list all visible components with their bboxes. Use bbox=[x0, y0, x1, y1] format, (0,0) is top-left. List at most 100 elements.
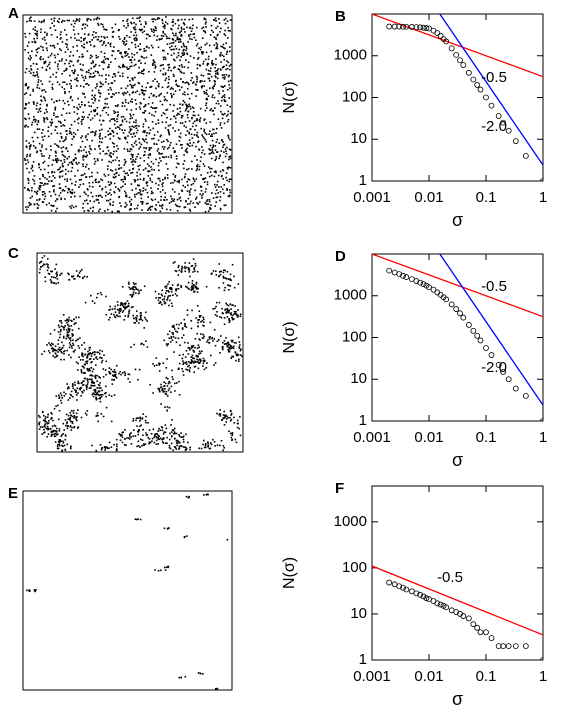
dot bbox=[193, 361, 195, 363]
dot bbox=[73, 111, 76, 113]
dot bbox=[42, 193, 44, 196]
dot bbox=[191, 168, 193, 170]
dot bbox=[155, 182, 157, 185]
dot bbox=[169, 46, 171, 49]
dot bbox=[73, 120, 76, 123]
dot bbox=[209, 130, 211, 132]
dot bbox=[176, 331, 179, 333]
dot bbox=[201, 86, 203, 89]
dot bbox=[151, 102, 154, 104]
dot bbox=[152, 62, 154, 65]
dot bbox=[188, 83, 190, 86]
dot bbox=[62, 188, 64, 191]
dot bbox=[217, 174, 220, 177]
dot bbox=[229, 68, 231, 71]
dot bbox=[149, 86, 151, 88]
dot bbox=[203, 360, 206, 363]
dot bbox=[163, 49, 165, 52]
dot bbox=[53, 190, 55, 193]
dot bbox=[225, 421, 227, 423]
dot bbox=[55, 158, 57, 160]
dot bbox=[53, 433, 56, 435]
dot bbox=[88, 151, 90, 153]
dot bbox=[107, 83, 110, 85]
dot bbox=[131, 125, 133, 128]
dot bbox=[58, 336, 61, 339]
dot bbox=[60, 125, 63, 127]
dot bbox=[109, 316, 111, 319]
slope-label: -0.5 bbox=[481, 69, 507, 86]
y-tick-label: 1 bbox=[359, 412, 367, 429]
dot bbox=[223, 47, 225, 49]
dot bbox=[132, 293, 135, 296]
dot bbox=[197, 321, 199, 324]
dot bbox=[70, 85, 72, 87]
dot bbox=[188, 262, 191, 264]
dot bbox=[59, 333, 61, 336]
dot bbox=[59, 132, 62, 135]
dot bbox=[89, 352, 92, 354]
dot bbox=[181, 178, 183, 181]
dot bbox=[186, 52, 188, 55]
dot bbox=[186, 26, 188, 29]
dot bbox=[185, 361, 188, 363]
dot bbox=[134, 99, 137, 101]
dot bbox=[24, 36, 27, 38]
dot bbox=[95, 178, 97, 181]
dot bbox=[178, 448, 180, 450]
dot bbox=[64, 178, 66, 181]
dot bbox=[65, 68, 68, 71]
dot bbox=[96, 393, 99, 396]
dot bbox=[51, 118, 53, 121]
dot bbox=[171, 376, 174, 378]
dot bbox=[63, 81, 66, 83]
dot bbox=[141, 31, 144, 34]
dot bbox=[56, 198, 58, 200]
dot bbox=[179, 107, 181, 109]
dot bbox=[118, 312, 120, 314]
dot bbox=[205, 26, 207, 28]
dot bbox=[29, 202, 32, 205]
dot bbox=[83, 342, 86, 344]
dot bbox=[113, 143, 115, 145]
dot bbox=[32, 62, 35, 65]
dot bbox=[144, 110, 146, 112]
dot bbox=[170, 86, 173, 89]
dot bbox=[110, 161, 113, 164]
dot bbox=[62, 140, 65, 143]
dot bbox=[206, 493, 208, 496]
dot bbox=[50, 417, 53, 419]
dot bbox=[154, 64, 156, 66]
dot bbox=[132, 291, 135, 294]
dot bbox=[37, 207, 39, 209]
dot bbox=[39, 107, 42, 110]
dot bbox=[239, 315, 242, 318]
x-axis-label: σ bbox=[452, 450, 463, 470]
dot bbox=[69, 130, 71, 133]
dot bbox=[144, 188, 147, 191]
dot bbox=[70, 161, 73, 163]
dot bbox=[194, 206, 196, 208]
dot bbox=[49, 145, 52, 147]
dot bbox=[183, 160, 186, 162]
dot bbox=[120, 309, 122, 311]
dot bbox=[139, 425, 141, 428]
dot bbox=[114, 375, 117, 378]
data-point bbox=[420, 593, 427, 600]
dot bbox=[236, 353, 239, 356]
dot bbox=[238, 358, 240, 361]
dot bbox=[178, 269, 181, 272]
dot bbox=[179, 344, 181, 346]
dot bbox=[228, 350, 231, 353]
panel-letter: B bbox=[335, 8, 346, 25]
dot bbox=[140, 289, 142, 291]
dot bbox=[200, 359, 202, 362]
dot bbox=[138, 28, 141, 31]
dot bbox=[87, 18, 90, 20]
dot bbox=[146, 163, 149, 165]
dot bbox=[159, 429, 161, 432]
dot bbox=[166, 198, 168, 201]
dot bbox=[62, 146, 65, 148]
dot bbox=[127, 53, 129, 55]
data-point bbox=[460, 314, 467, 321]
